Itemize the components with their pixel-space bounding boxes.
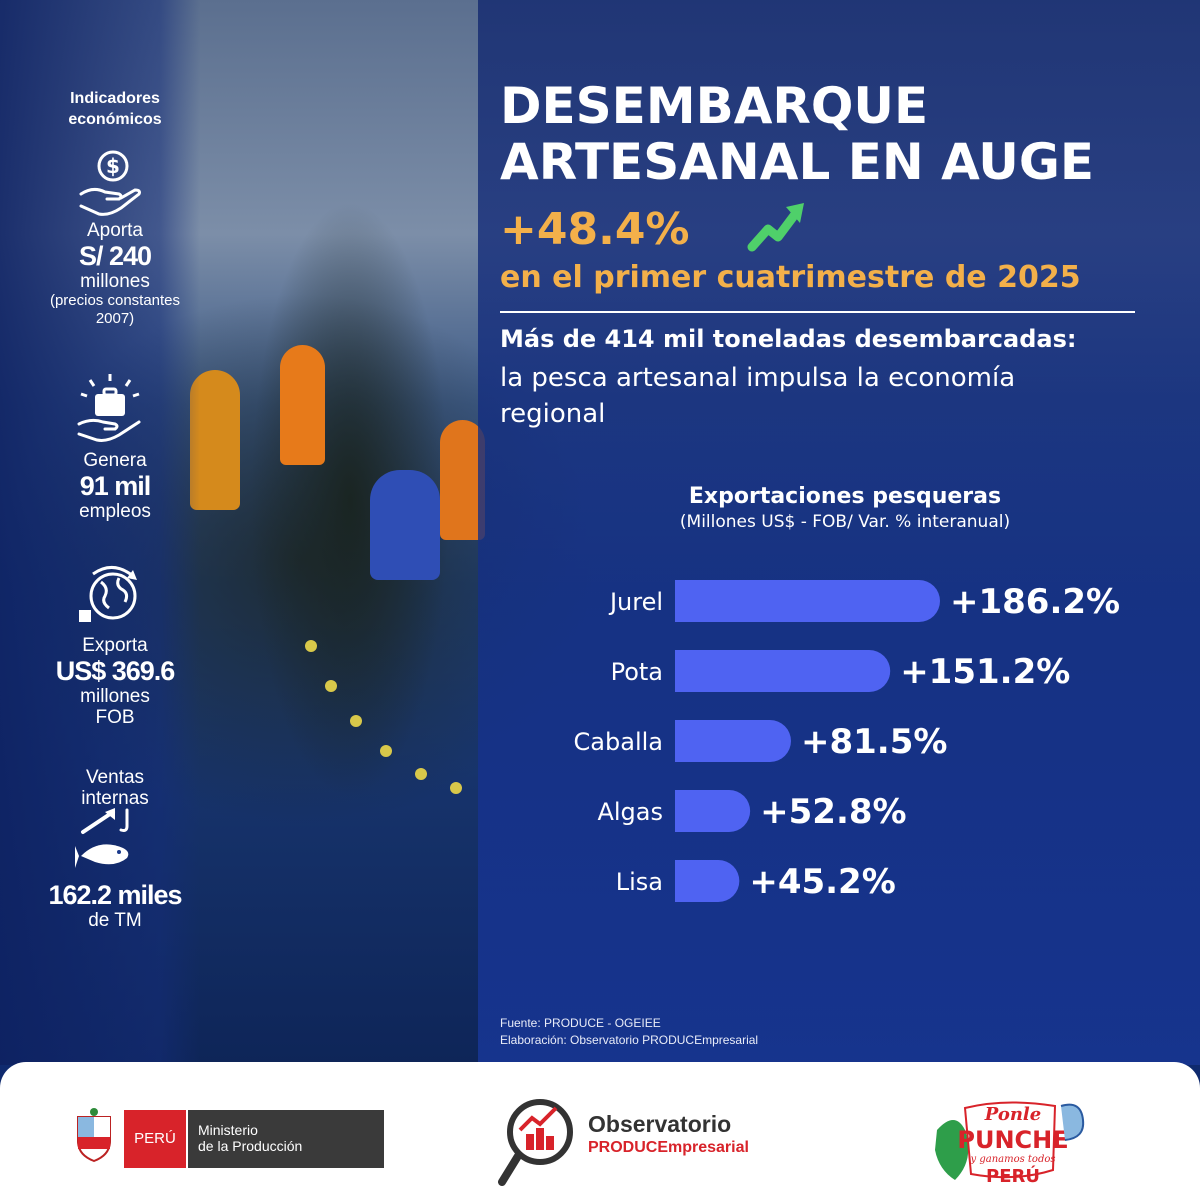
net-float bbox=[415, 768, 427, 780]
indicator-exporta: Exporta US$ 369.6 millones FOB bbox=[55, 635, 176, 728]
indicators-title: Indicadores económicos bbox=[68, 90, 162, 128]
headline-period: en el primer cuatrimestre de 2025 bbox=[500, 260, 1081, 295]
trend-up-icon bbox=[747, 203, 804, 252]
category-label: Caballa bbox=[574, 728, 663, 756]
bar bbox=[675, 580, 940, 622]
category-label: Pota bbox=[611, 658, 663, 686]
bar bbox=[675, 860, 740, 902]
bar bbox=[675, 650, 891, 692]
footer: PERÚ Ministerio de la Producción Observa… bbox=[0, 1062, 1200, 1200]
net-float bbox=[350, 715, 362, 727]
value-label: +81.5% bbox=[801, 722, 947, 762]
net-float bbox=[450, 782, 462, 794]
value-label: +151.2% bbox=[900, 652, 1070, 692]
fisherman-figure bbox=[440, 420, 485, 540]
svg-text:PERÚ: PERÚ bbox=[986, 1165, 1040, 1187]
headline-percent: +48.4% bbox=[500, 204, 690, 255]
ministry-label: Ministerio de la Producción bbox=[188, 1110, 384, 1168]
globe-export-icon bbox=[79, 566, 137, 622]
net-float bbox=[380, 745, 392, 757]
peru-label: PERÚ bbox=[124, 1110, 186, 1168]
headline-description: la pesca artesanal impulsa la economía r… bbox=[500, 363, 1016, 429]
divider bbox=[500, 311, 1135, 313]
indicator-aporta: Aporta S/ 240 millones (precios constant… bbox=[49, 220, 181, 327]
value-label: +45.2% bbox=[749, 862, 895, 902]
ponle-punche-logo: Ponle PUNCHE y ganamos todos PERÚ bbox=[935, 1101, 1085, 1187]
svg-text:$: $ bbox=[106, 154, 120, 178]
indicator-genera: Genera 91 mil empleos bbox=[79, 450, 151, 522]
fisherman-figure bbox=[280, 345, 325, 465]
bar bbox=[675, 790, 751, 832]
value-label: +186.2% bbox=[950, 582, 1120, 622]
left-overlay bbox=[0, 0, 200, 1065]
chart-subtitle: (Millones US$ - FOB/ Var. % interanual) bbox=[679, 512, 1011, 532]
magnifier-icon bbox=[498, 1099, 573, 1186]
category-label: Lisa bbox=[616, 868, 663, 896]
svg-text:y ganamos todos: y ganamos todos bbox=[970, 1154, 1056, 1165]
bar-chart: Jurel +186.2% Pota +151.2% Caballa +81.5% Alga… bbox=[574, 580, 1120, 902]
peru-coat-of-arms-icon bbox=[77, 1108, 111, 1163]
fisherman-figure bbox=[370, 470, 440, 580]
headline-lead: Más de 414 mil toneladas desembarcadas: bbox=[500, 325, 1077, 353]
category-label: Jurel bbox=[608, 588, 663, 616]
chart-title: Exportaciones pesqueras bbox=[688, 484, 1002, 509]
fish-hook-icon bbox=[75, 808, 129, 868]
source-note: Fuente: PRODUCE - OGEIEE Elaboración: Ob… bbox=[500, 1016, 759, 1047]
net-float bbox=[305, 640, 317, 652]
briefcase-hand-icon bbox=[77, 374, 141, 442]
svg-text:Ponle: Ponle bbox=[984, 1104, 1041, 1125]
money-hand-icon: $ bbox=[79, 150, 141, 216]
value-label: +52.8% bbox=[760, 792, 906, 832]
svg-text:PUNCHE: PUNCHE bbox=[957, 1126, 1068, 1154]
observatorio-subtitle: PRODUCEmpresarial bbox=[588, 1139, 749, 1156]
net-float bbox=[325, 680, 337, 692]
observatorio-title: Observatorio bbox=[588, 1111, 732, 1137]
page-title: DESEMBARQUE ARTESANAL EN AUGE bbox=[500, 77, 1095, 191]
category-label: Algas bbox=[597, 798, 663, 826]
indicator-ventas-label: Ventas internas bbox=[81, 767, 149, 809]
right-overlay bbox=[478, 0, 1200, 1065]
indicator-ventas: 162.2 miles de TM bbox=[48, 880, 182, 931]
bar bbox=[675, 720, 791, 762]
